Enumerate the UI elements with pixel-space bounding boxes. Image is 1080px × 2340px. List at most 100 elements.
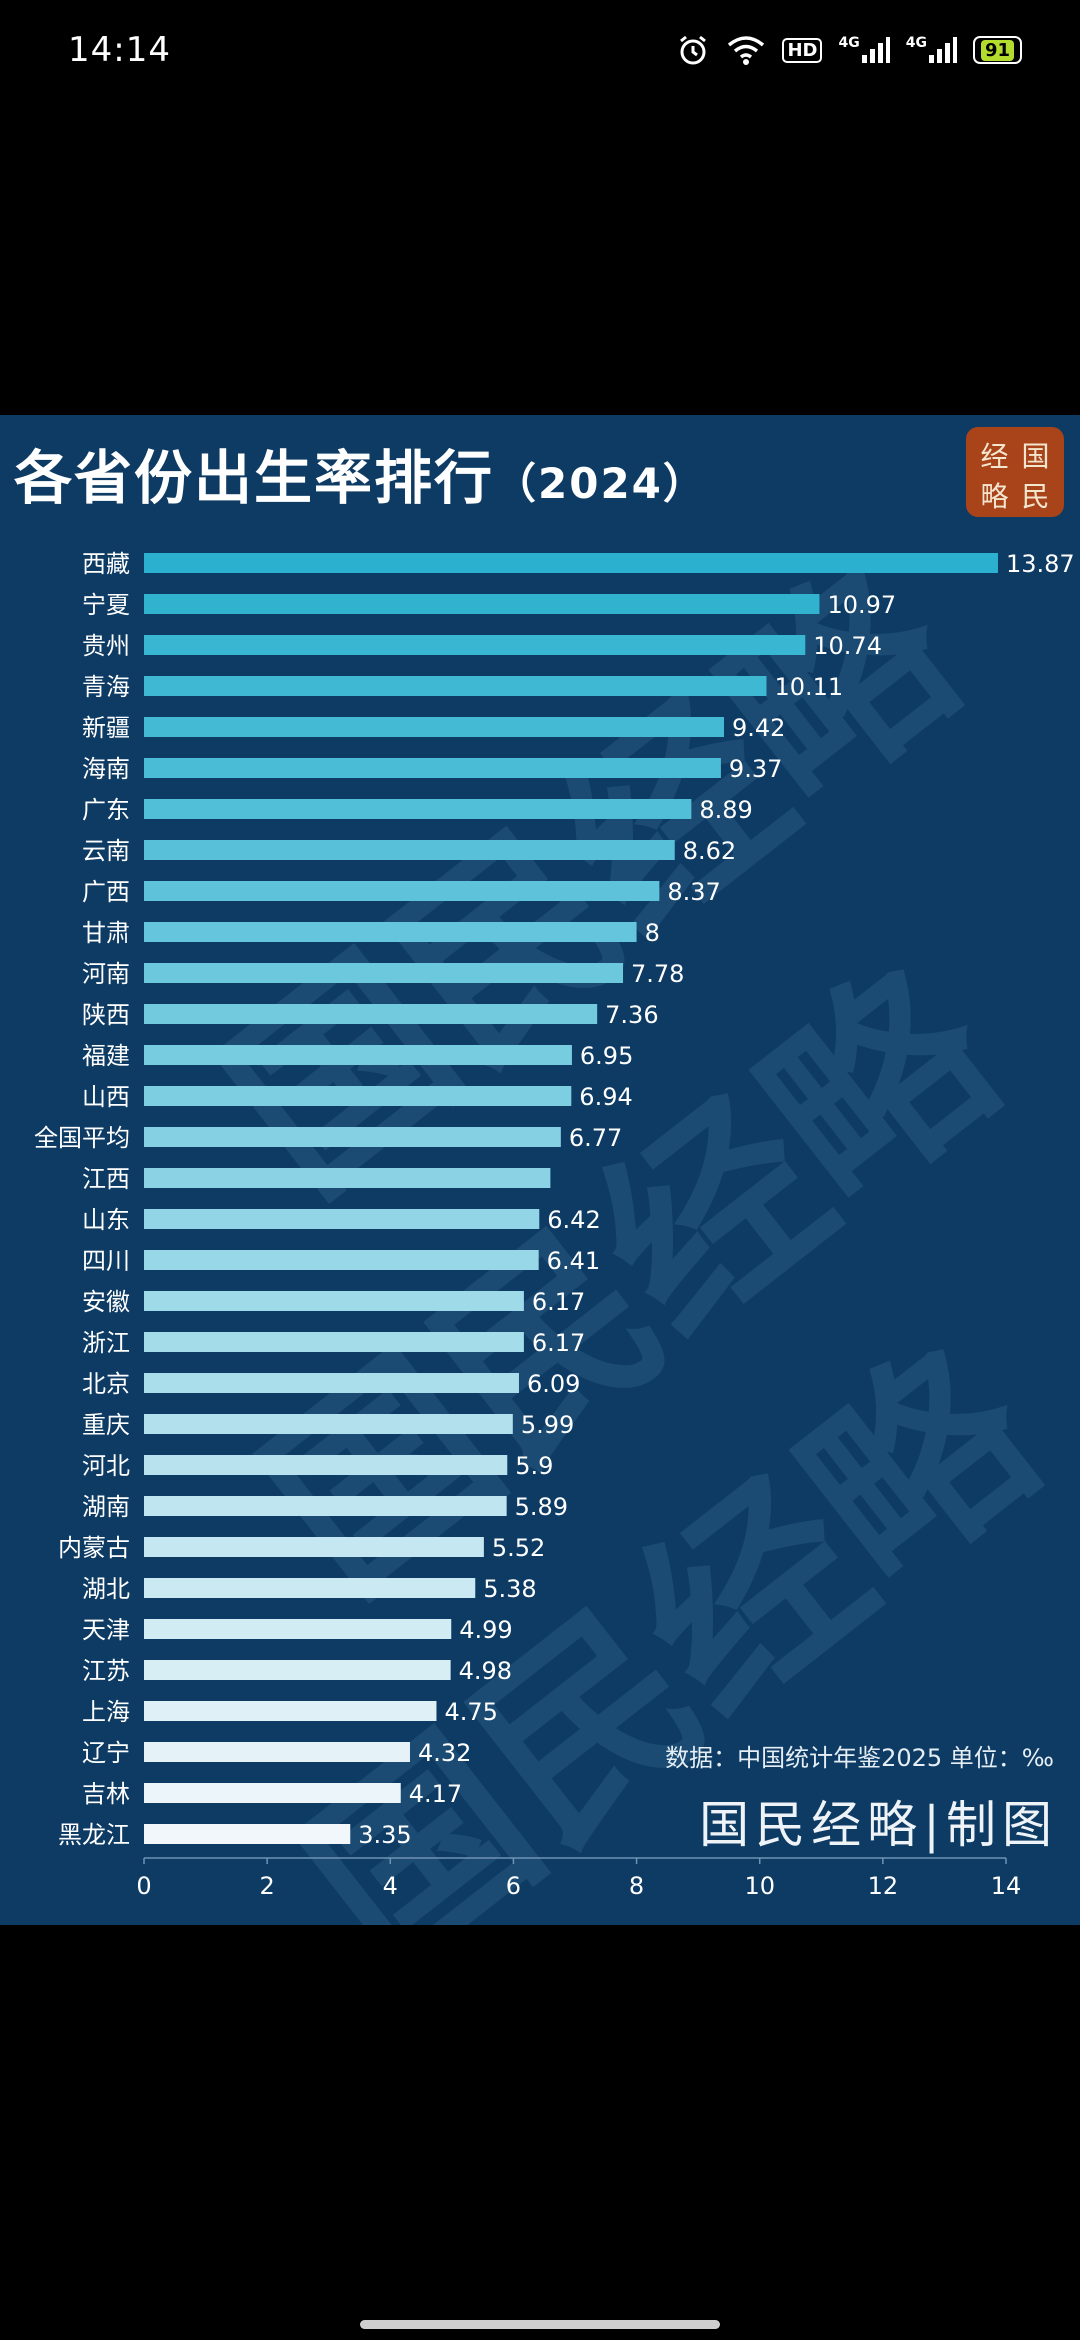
logo-char: 民 — [1021, 480, 1050, 513]
bar — [144, 1824, 351, 1844]
category-label: 四川 — [82, 1247, 130, 1275]
value-label: 7.36 — [605, 1001, 658, 1029]
bar — [144, 1660, 451, 1680]
category-label: 陕西 — [82, 1001, 130, 1029]
x-tick-label: 10 — [744, 1872, 775, 1900]
net-label-2: 4G — [905, 35, 927, 51]
value-label: 6.95 — [580, 1042, 633, 1070]
value-label: 4.75 — [444, 1698, 497, 1726]
chart-title: 各省份出生率排行（2024） — [14, 431, 707, 515]
bar — [144, 717, 725, 737]
value-label: 4.98 — [459, 1657, 512, 1685]
value-label: 4.32 — [418, 1739, 471, 1767]
x-tick-label: 6 — [506, 1872, 521, 1900]
bar — [144, 1373, 519, 1393]
value-label: 4.17 — [409, 1780, 462, 1808]
value-label: 10.74 — [813, 632, 882, 660]
status-bar: 14:14 HD 4G 4G 91 — [0, 0, 1080, 100]
bar — [144, 1701, 437, 1721]
logo-char: 经 — [980, 440, 1009, 473]
value-label: 9.37 — [729, 755, 782, 783]
bar — [144, 1455, 508, 1475]
category-label: 内蒙古 — [58, 1534, 130, 1562]
wifi-icon — [726, 34, 766, 66]
category-label: 黑龙江 — [58, 1821, 130, 1849]
bar — [144, 1004, 598, 1024]
bar — [144, 758, 721, 778]
category-label: 广东 — [82, 796, 130, 824]
bar — [144, 799, 692, 819]
logo-char: 国 — [1021, 440, 1050, 473]
value-label: 5.9 — [515, 1452, 553, 1480]
bar — [144, 881, 660, 901]
x-tick-label: 8 — [629, 1872, 644, 1900]
bar — [144, 635, 806, 655]
bar — [144, 1619, 452, 1639]
bar — [144, 1537, 484, 1557]
category-label: 甘肃 — [82, 919, 130, 947]
category-label: 辽宁 — [82, 1739, 130, 1767]
value-label: 6.17 — [532, 1329, 585, 1357]
category-label: 青海 — [82, 673, 130, 701]
bar — [144, 1496, 507, 1516]
category-label: 重庆 — [82, 1411, 130, 1439]
category-label: 山东 — [82, 1206, 130, 1234]
x-tick-label: 12 — [868, 1872, 899, 1900]
bar — [144, 922, 637, 942]
category-label: 全国平均 — [34, 1124, 130, 1152]
home-indicator[interactable] — [360, 2320, 720, 2329]
bar — [144, 1250, 539, 1270]
value-label: 4.99 — [459, 1616, 512, 1644]
x-tick-label: 14 — [991, 1872, 1022, 1900]
category-label: 河南 — [82, 960, 130, 988]
value-label: 5.38 — [483, 1575, 536, 1603]
bar — [144, 1127, 561, 1147]
chart-title-year: （2024） — [494, 459, 707, 508]
category-label: 宁夏 — [82, 591, 130, 619]
category-label: 山西 — [82, 1083, 130, 1111]
logo-char: 略 — [980, 480, 1009, 513]
bar — [144, 840, 675, 860]
category-label: 广西 — [82, 878, 130, 906]
net-label-1: 4G — [838, 35, 860, 51]
credit-line: 国民经略|制图 — [699, 1796, 1058, 1854]
bar — [144, 1578, 476, 1598]
bar — [144, 1045, 572, 1065]
value-label: 13.87 — [1006, 550, 1075, 578]
value-label: 5.99 — [521, 1411, 574, 1439]
logo-badge: 经 国 略 民 — [966, 427, 1064, 517]
category-label: 江西 — [82, 1165, 130, 1193]
category-label: 上海 — [82, 1698, 130, 1726]
value-label: 6.77 — [569, 1124, 622, 1152]
status-time: 14:14 — [68, 30, 171, 70]
battery-icon: 91 — [972, 36, 1022, 64]
bar — [144, 594, 820, 614]
battery-level: 91 — [980, 39, 1014, 61]
alarm-icon — [676, 33, 710, 67]
bar — [144, 553, 998, 573]
value-label: 5.52 — [492, 1534, 545, 1562]
category-label: 湖南 — [82, 1493, 130, 1521]
signal-icon-2: 4G — [906, 35, 957, 65]
bar — [144, 1168, 551, 1188]
value-label: 6.42 — [547, 1206, 600, 1234]
value-label: 3.35 — [358, 1821, 411, 1849]
category-label: 吉林 — [82, 1780, 130, 1808]
category-label: 海南 — [82, 755, 130, 783]
bar — [144, 1086, 572, 1106]
category-label: 天津 — [82, 1616, 130, 1644]
x-tick-label: 4 — [383, 1872, 398, 1900]
value-label: 9.42 — [732, 714, 785, 742]
value-label: 6.17 — [532, 1288, 585, 1316]
x-tick-label: 0 — [136, 1872, 151, 1900]
category-label: 新疆 — [82, 714, 130, 742]
category-label: 福建 — [82, 1042, 130, 1070]
bar-chart: 西藏 13.87 宁夏 10.97 贵州 10.74 青海 10.11 新疆 9.42 海南 9.37… — [34, 550, 1075, 1900]
value-label: 8.62 — [683, 837, 736, 865]
value-label: 8.37 — [667, 878, 720, 906]
category-label: 云南 — [82, 837, 130, 865]
category-label: 安徽 — [82, 1288, 130, 1316]
value-label: 10.11 — [774, 673, 843, 701]
signal-icon-1: 4G — [838, 35, 890, 65]
category-label: 浙江 — [82, 1329, 130, 1357]
